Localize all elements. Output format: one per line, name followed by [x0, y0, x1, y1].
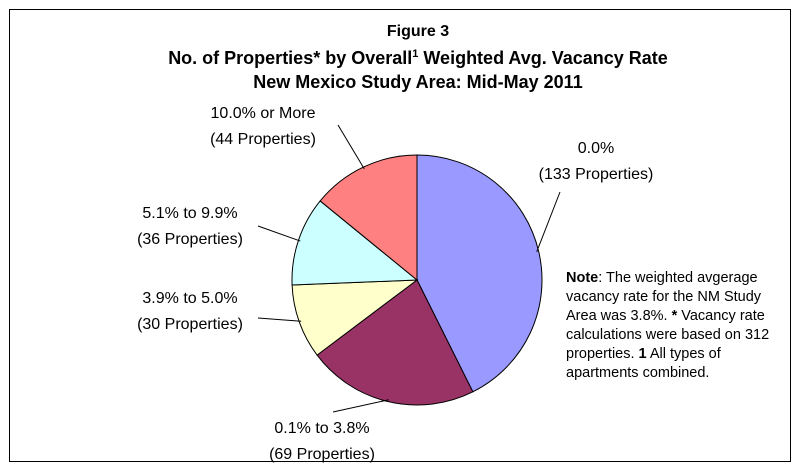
slice-value-label: (69 Properties): [269, 446, 375, 463]
chart-subtitle: New Mexico Study Area: Mid-May 2011: [253, 72, 582, 92]
note-text: : The weighted avgerage vacancy rate for…: [566, 270, 762, 324]
slice-label: 0.0%: [578, 140, 614, 157]
leader-line: [257, 317, 302, 322]
slice-label: 3.9% to 5.0%: [142, 290, 237, 307]
note-bold: Note: [566, 270, 599, 286]
pie-slice: [291, 279, 419, 356]
leader-line: [257, 225, 301, 242]
chart-title: Figure 3: [387, 23, 449, 40]
slice-label: 0.1% to 3.8%: [274, 420, 369, 437]
pie-slice: [316, 279, 474, 406]
note-bold: 1: [638, 346, 647, 362]
slice-label: 5.1% to 9.9%: [142, 205, 237, 222]
subtitle-text: No. of Properties* by Overall: [168, 48, 412, 68]
note: Note: The weighted avgerage vacancy rate…: [566, 269, 771, 383]
slice-label: 10.0% or More: [211, 105, 316, 122]
slice-value-label: (44 Properties): [210, 131, 316, 148]
note-text: All types of apartments combined.: [566, 346, 721, 381]
chart-subtitle: No. of Properties* by Overall1 Weighted …: [168, 48, 668, 68]
leader-line: [536, 191, 561, 252]
slice-value-label: (30 Properties): [137, 316, 243, 333]
subtitle-text: Weighted Avg. Vacancy Rate: [418, 48, 667, 68]
leader-line: [337, 124, 365, 170]
slice-value-label: (133 Properties): [539, 166, 654, 183]
slice-value-label: (36 Properties): [137, 231, 243, 248]
subtitle-sup: 1: [412, 48, 418, 60]
leader-line: [332, 399, 389, 413]
note-text: Vacancy rate calculations were based on …: [566, 308, 770, 362]
pie-slice: [416, 154, 543, 393]
note-bold: *: [671, 308, 678, 324]
